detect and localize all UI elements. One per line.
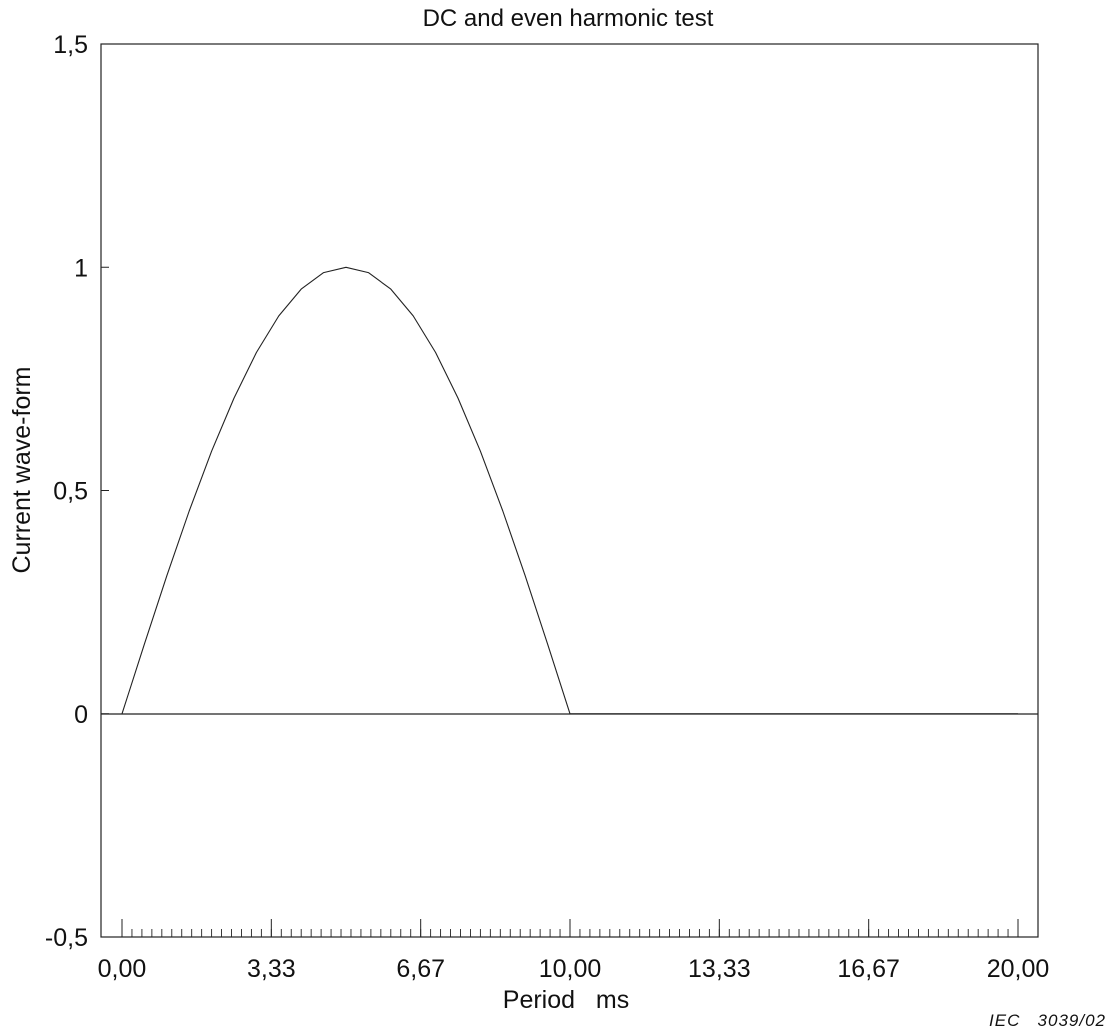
y-tick-label: 1,5 [53,31,88,59]
plot-frame [100,43,1039,938]
y-tick-label: 0 [74,701,88,729]
x-tick-label: 10,00 [539,955,602,983]
x-tick-label: 16,67 [837,955,900,983]
series-group [121,266,1018,715]
figure-credit: IEC 3039/02 [989,1011,1106,1030]
x-tick-label: 3,33 [247,955,296,983]
x-tick-label: 13,33 [688,955,751,983]
x-tick-label: 0,00 [98,955,147,983]
chart-title: DC and even harmonic test [423,5,714,32]
x-axis-label: Period ms [503,986,629,1014]
y-tick-label: -0,5 [45,924,88,952]
y-tick-label: 1 [74,254,88,282]
y-axis-label: Current wave-form [8,367,36,574]
series-line [121,266,1018,715]
y-axis-ticks: -0,5 0 0,5 1 1,5 [45,31,109,952]
y-tick-label: 0,5 [53,478,88,506]
x-tick-label: 6,67 [396,955,445,983]
x-axis-ticks: 0,00 3,33 6,67 10,00 13,33 16,67 20,00 [98,919,1050,983]
x-tick-label: 20,00 [987,955,1050,983]
